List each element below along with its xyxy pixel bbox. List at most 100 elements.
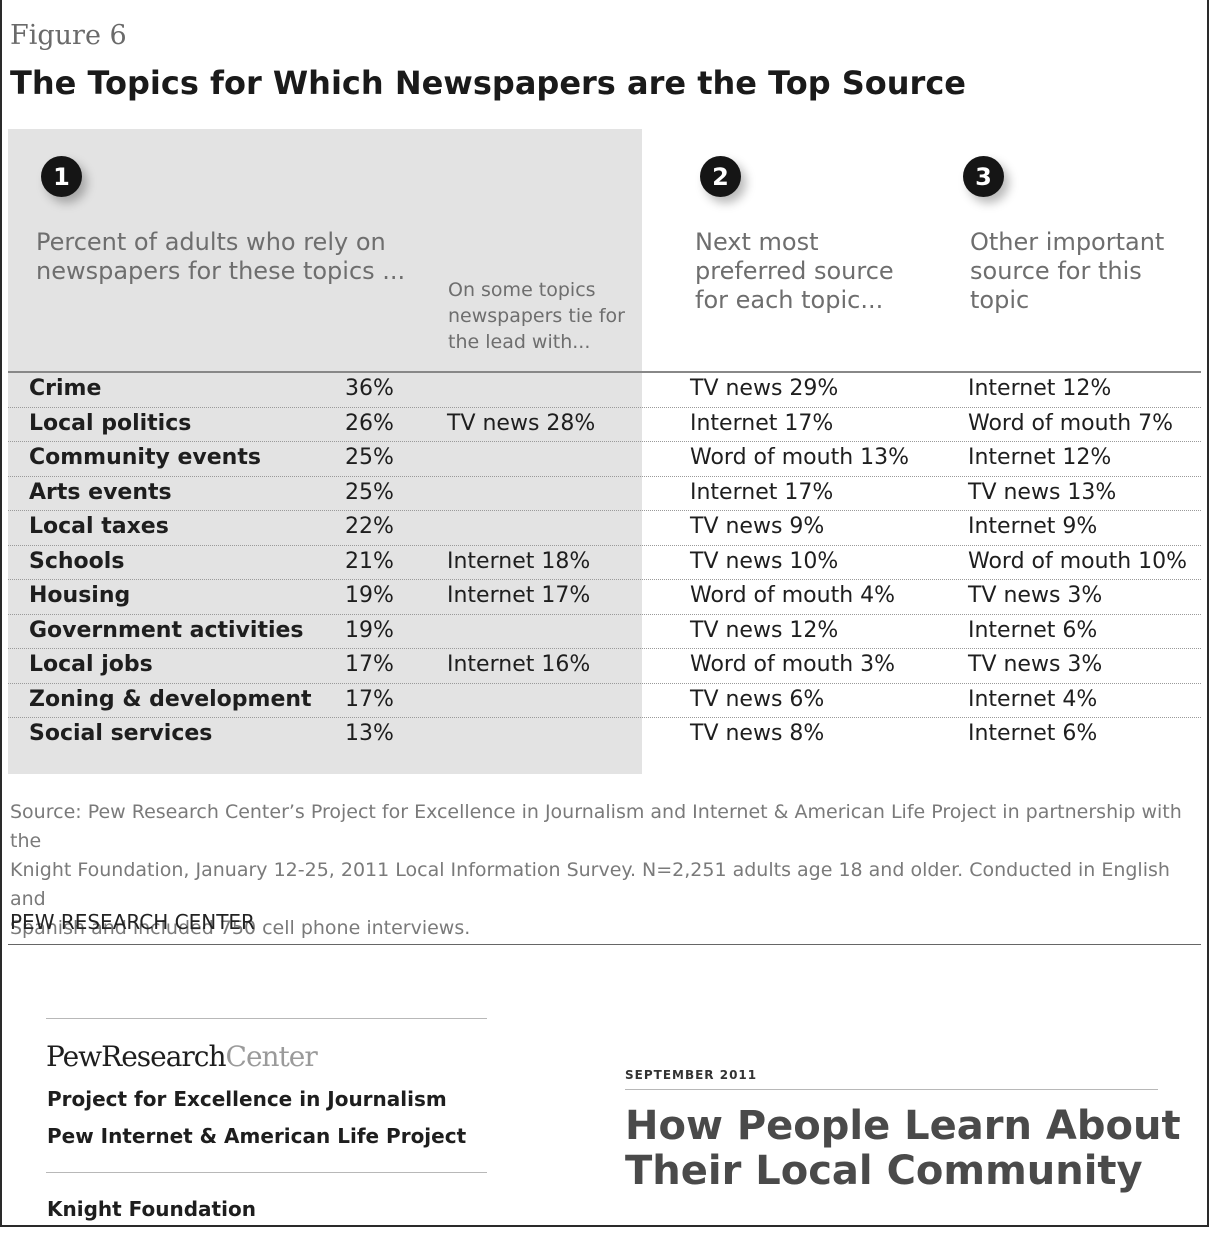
topic-cell: Local jobs [29,652,153,677]
table-row: Local taxes 22% TV news 9% Internet 9% [8,511,1201,546]
column-2-header: Next most preferred source for each topi… [695,228,894,315]
topic-cell: Crime [29,376,102,401]
table-row: Community events 25% Word of mouth 13% I… [8,442,1201,477]
topic-cell: Arts events [29,479,172,505]
percent-cell: 36% [345,376,394,401]
next-source-cell: TV news 6% [690,686,825,712]
topic-cell: Community events [29,445,261,470]
other-source-cell: TV news 3% [968,583,1103,608]
column-3-header-line: topic [970,286,1030,314]
percent-cell: 21% [345,548,394,574]
tie-cell: Internet 18% [447,548,591,574]
table-row: Government activities 19% TV news 12% In… [8,615,1201,649]
column-1-number-badge: 1 [41,156,82,197]
column-3-number-badge: 3 [963,156,1004,197]
topic-cell: Housing [29,583,131,608]
percent-cell: 22% [345,514,394,539]
other-source-cell: Internet 6% [968,617,1098,643]
next-source-cell: TV news 12% [690,617,839,643]
project-name: Project for Excellence in Journalism [47,1087,447,1111]
table-row: Schools 21% Internet 18% TV news 10% Wor… [8,546,1201,580]
source-line: Spanish and included 750 cell phone inte… [10,917,471,939]
column-2-header-line: for each topic... [695,286,884,314]
next-source-cell: TV news 8% [690,721,825,746]
logo-bold-text: PewResearch [46,1040,227,1073]
report-title-line: How People Learn About [625,1103,1181,1149]
percent-cell: 25% [345,479,394,505]
column-1-header-line: Percent of adults who rely on [36,228,386,256]
tie-header-line: On some topics [448,279,596,301]
footer-rule-top [46,1018,487,1019]
footer-rule-middle [46,1172,487,1173]
column-3-header-line: source for this [970,257,1142,285]
next-source-cell: Internet 17% [690,479,834,505]
pew-research-center-logo: PewResearchCenter [46,1040,318,1073]
topic-cell: Schools [29,548,125,574]
percent-cell: 17% [345,652,394,677]
next-source-cell: TV news 9% [690,514,825,539]
source-line: Knight Foundation, January 12-25, 2011 L… [10,859,1170,910]
tie-cell: Internet 17% [447,583,591,608]
topic-cell: Local politics [29,410,192,436]
tie-header-line: the lead with... [448,331,591,353]
column-2-header-line: Next most [695,228,819,256]
other-source-cell: TV news 13% [968,479,1117,505]
tie-column-header: On some topics newspapers tie for the le… [448,277,625,355]
next-source-cell: TV news 10% [690,548,839,574]
report-title-line: Their Local Community [625,1148,1143,1194]
table-row: Arts events 25% Internet 17% TV news 13% [8,477,1201,511]
next-source-cell: Word of mouth 3% [690,652,896,677]
tie-cell: Internet 16% [447,652,591,677]
other-source-cell: Word of mouth 7% [968,410,1174,436]
project-name: Knight Foundation [47,1197,256,1221]
percent-cell: 17% [345,686,394,712]
next-source-cell: Internet 17% [690,410,834,436]
source-note: Source: Pew Research Center’s Project fo… [10,798,1200,943]
report-date-rule [625,1089,1158,1090]
table-row: Social services 13% TV news 8% Internet … [8,718,1201,753]
percent-cell: 26% [345,410,394,436]
table-row: Crime 36% TV news 29% Internet 12% [8,373,1201,408]
table-row: Local politics 26% TV news 28% Internet … [8,408,1201,442]
next-source-cell: TV news 29% [690,376,839,401]
topics-table: Crime 36% TV news 29% Internet 12% Local… [8,373,1201,753]
topic-cell: Social services [29,721,213,746]
percent-cell: 25% [345,445,394,470]
column-2-header-line: preferred source [695,257,894,285]
column-3-header-line: Other important [970,228,1165,256]
table-row: Zoning & development 17% TV news 6% Inte… [8,684,1201,718]
logo-light-text: Center [225,1040,318,1073]
figure-title: The Topics for Which Newspapers are the … [10,64,966,102]
column-3-header: Other important source for this topic [970,228,1164,315]
source-line: Source: Pew Research Center’s Project fo… [10,801,1182,852]
report-date: SEPTEMBER 2011 [625,1068,758,1082]
org-credit: PEW RESEARCH CENTER [10,910,255,934]
tie-header-line: newspapers tie for [448,305,625,327]
topic-cell: Government activities [29,617,304,643]
footer-divider [8,944,1201,945]
tie-cell: TV news 28% [447,410,596,436]
column-1-header: Percent of adults who rely on newspapers… [36,228,405,286]
percent-cell: 19% [345,583,394,608]
newspaper-columns-shading [8,129,642,774]
other-source-cell: Internet 12% [968,376,1112,401]
table-row: Local jobs 17% Internet 16% Word of mout… [8,649,1201,684]
column-1-header-line: newspapers for these topics ... [36,257,406,285]
other-source-cell: Internet 12% [968,445,1112,470]
topic-cell: Zoning & development [29,686,312,712]
other-source-cell: Word of mouth 10% [968,548,1188,574]
other-source-cell: Internet 4% [968,686,1098,712]
table-row: Housing 19% Internet 17% Word of mouth 4… [8,580,1201,615]
project-name: Pew Internet & American Life Project [47,1124,467,1148]
other-source-cell: Internet 9% [968,514,1098,539]
next-source-cell: Word of mouth 4% [690,583,896,608]
other-source-cell: Internet 6% [968,721,1098,746]
column-2-number-badge: 2 [700,156,741,197]
next-source-cell: Word of mouth 13% [690,445,910,470]
topic-cell: Local taxes [29,514,169,539]
figure-label: Figure 6 [10,20,127,51]
percent-cell: 13% [345,721,394,746]
other-source-cell: TV news 3% [968,652,1103,677]
report-title: How People Learn About Their Local Commu… [625,1104,1181,1194]
